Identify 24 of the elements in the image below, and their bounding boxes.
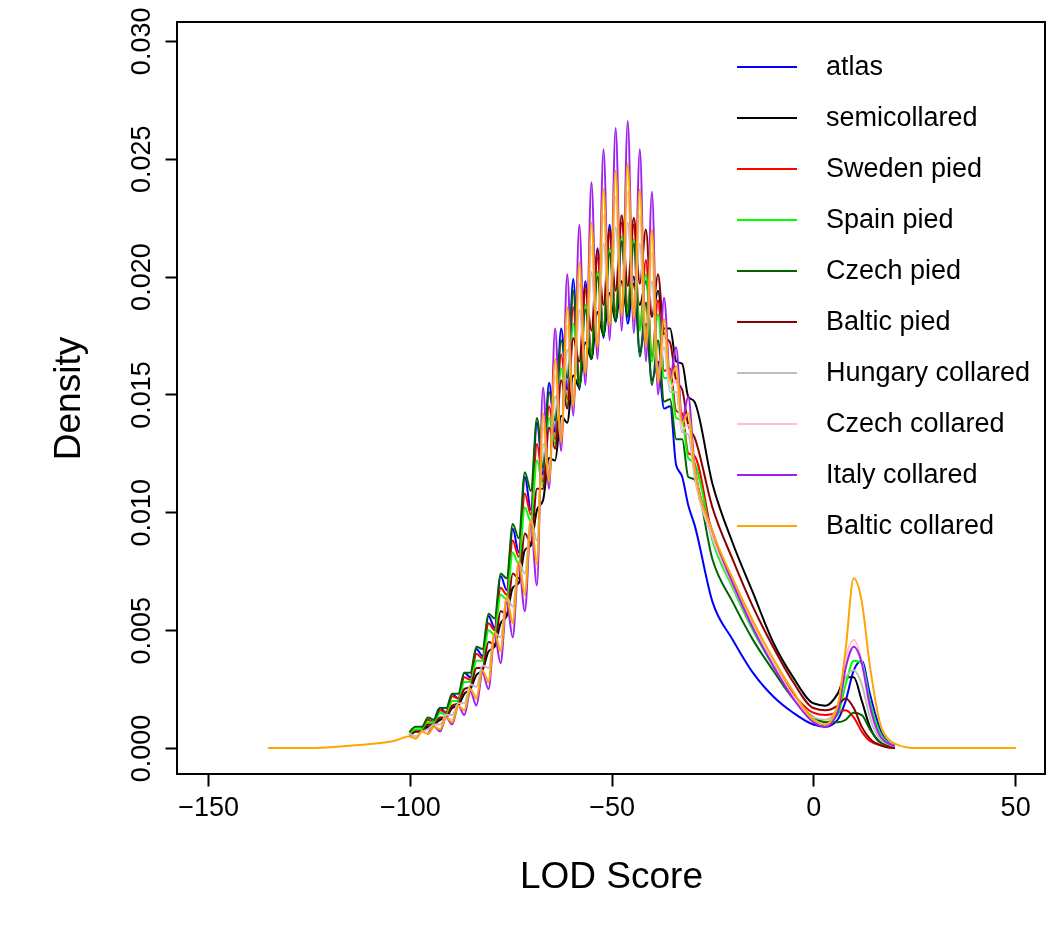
x-tick-label: 0 bbox=[806, 791, 822, 822]
legend-label: Baltic collared bbox=[826, 510, 995, 540]
y-tick-label: 0.015 bbox=[125, 361, 156, 429]
legend-label: Italy collared bbox=[826, 459, 978, 489]
legend-label: Spain pied bbox=[826, 204, 954, 234]
legend-label: Baltic pied bbox=[826, 306, 951, 336]
y-tick-label: 0.020 bbox=[125, 243, 156, 311]
y-tick-label: 0.000 bbox=[125, 714, 156, 783]
legend-label: Czech collared bbox=[826, 408, 1005, 438]
x-tick-label: −100 bbox=[379, 791, 441, 822]
legend-label: Czech pied bbox=[826, 255, 962, 285]
y-axis-title: Density bbox=[46, 336, 88, 461]
y-tick-label: 0.030 bbox=[125, 7, 156, 76]
y-tick-label: 0.025 bbox=[125, 125, 156, 194]
x-tick-label: −150 bbox=[178, 791, 239, 822]
x-axis-title: LOD Score bbox=[519, 854, 704, 896]
legend-label: semicollared bbox=[826, 102, 978, 132]
x-tick-label: 50 bbox=[1000, 791, 1031, 822]
x-tick-label: −50 bbox=[589, 791, 636, 822]
y-tick-label: 0.005 bbox=[125, 596, 156, 665]
y-tick-label: 0.010 bbox=[125, 479, 156, 547]
legend-label: atlas bbox=[826, 51, 884, 81]
legend-label: Sweden pied bbox=[826, 153, 983, 183]
legend-label: Hungary collared bbox=[826, 357, 1031, 387]
